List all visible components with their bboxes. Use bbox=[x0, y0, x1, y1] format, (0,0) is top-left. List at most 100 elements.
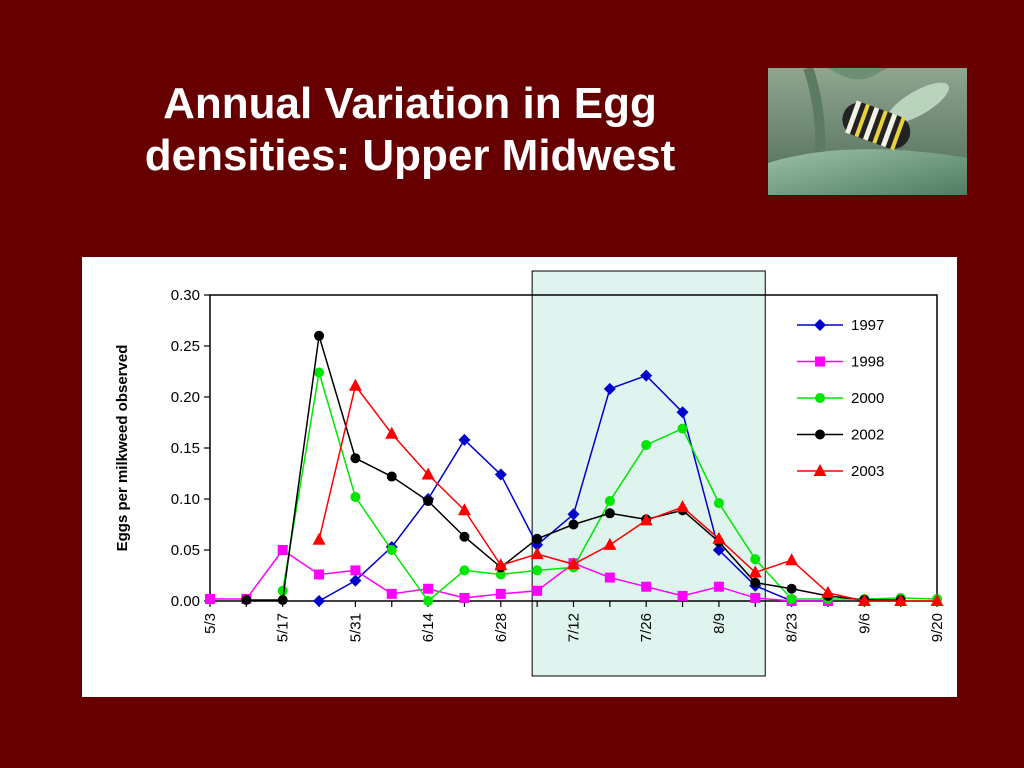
legend-item-2000: 2000 bbox=[797, 390, 884, 407]
x-tick-label: 8/23 bbox=[784, 613, 801, 642]
data-point-1997 bbox=[712, 544, 725, 556]
x-tick-label: 8/9 bbox=[711, 613, 728, 634]
data-point-2003 bbox=[312, 532, 326, 545]
caterpillar-image-icon bbox=[768, 68, 967, 195]
series-line-2003 bbox=[318, 384, 937, 602]
legend-label: 2002 bbox=[851, 427, 884, 444]
data-point-1997 bbox=[676, 406, 689, 419]
data-point-2003 bbox=[676, 500, 690, 513]
data-point-2003 bbox=[457, 503, 471, 516]
data-point-1997 bbox=[313, 595, 326, 607]
legend-marker bbox=[813, 464, 827, 476]
x-tick-label: 5/3 bbox=[202, 613, 219, 634]
series-line-1998 bbox=[210, 548, 828, 602]
legend-label: 1997 bbox=[851, 317, 884, 334]
legend-marker bbox=[815, 356, 825, 367]
data-point-1997 bbox=[458, 433, 471, 446]
data-point-1998 bbox=[423, 583, 434, 594]
x-tick-label: 6/14 bbox=[420, 613, 437, 642]
legend-marker bbox=[815, 393, 825, 403]
data-point-2003 bbox=[748, 565, 762, 578]
data-point-2000 bbox=[423, 596, 434, 606]
plot-frame bbox=[209, 294, 938, 602]
data-point-1998 bbox=[677, 590, 688, 601]
data-point-2003 bbox=[930, 594, 944, 606]
data-point-1998 bbox=[350, 565, 361, 576]
legend-item-2002: 2002 bbox=[797, 427, 884, 444]
x-tick-label: 5/17 bbox=[275, 613, 292, 642]
slide-title: Annual Variation in Egg densities: Upper… bbox=[60, 78, 760, 182]
data-point-2002 bbox=[459, 531, 470, 542]
y-axis-title: Eggs per milkweed observed bbox=[114, 345, 131, 552]
data-point-2003 bbox=[530, 547, 544, 560]
data-point-2002 bbox=[241, 594, 252, 605]
data-point-2002 bbox=[532, 533, 543, 544]
data-point-1998 bbox=[641, 581, 652, 592]
series-2003 bbox=[312, 378, 944, 606]
legend-marker bbox=[814, 319, 826, 331]
legend-marker bbox=[815, 429, 825, 440]
data-point-2002 bbox=[423, 496, 434, 507]
data-point-1997 bbox=[494, 468, 507, 481]
title-line-1: Annual Variation in Egg bbox=[163, 79, 657, 128]
legend-label: 2003 bbox=[851, 463, 884, 480]
y-tick-label: 0.05 bbox=[171, 542, 200, 559]
data-point-2003 bbox=[639, 513, 653, 526]
data-point-2002 bbox=[786, 583, 797, 594]
data-point-2002 bbox=[568, 519, 579, 530]
legend-item-2003: 2003 bbox=[797, 463, 884, 480]
data-point-2000 bbox=[495, 569, 506, 580]
data-point-2000 bbox=[459, 565, 470, 576]
x-tick-label: 9/6 bbox=[856, 613, 873, 634]
x-axis: 5/3 5/17 5/31 6/14 6/28 7/12 7/26 8/9 8/23 9/6 9/2… bbox=[202, 601, 946, 642]
data-point-1997 bbox=[567, 508, 580, 521]
data-point-1997 bbox=[640, 369, 653, 382]
data-point-2000 bbox=[604, 496, 615, 507]
x-tick-label: 7/26 bbox=[638, 613, 655, 642]
data-point-2002 bbox=[350, 453, 361, 464]
y-tick-label: 0.00 bbox=[171, 593, 200, 610]
data-point-2002 bbox=[314, 330, 325, 341]
data-point-2002 bbox=[277, 594, 288, 605]
egg-density-line-chart: 0.00 0.05 0.10 0.15 0.20 0.25 0.30 5/3 5/17 5/31… bbox=[114, 270, 946, 677]
monarch-caterpillar-photo bbox=[768, 68, 967, 195]
data-point-2003 bbox=[712, 531, 726, 544]
y-tick-label: 0.15 bbox=[171, 440, 200, 457]
data-point-2000 bbox=[677, 423, 688, 434]
data-point-2000 bbox=[314, 367, 325, 378]
x-tick-label: 7/12 bbox=[566, 613, 583, 642]
y-tick-label: 0.30 bbox=[171, 287, 200, 304]
data-point-2000 bbox=[277, 585, 288, 596]
x-tick-label: 9/20 bbox=[929, 613, 946, 642]
legend-label: 1998 bbox=[851, 354, 884, 371]
data-point-2003 bbox=[821, 585, 835, 598]
data-point-2000 bbox=[786, 593, 797, 604]
data-point-1997 bbox=[349, 574, 362, 587]
data-point-2000 bbox=[750, 554, 761, 565]
y-tick-label: 0.10 bbox=[171, 491, 200, 508]
data-point-1998 bbox=[495, 588, 506, 599]
chart-panel: 0.00 0.05 0.10 0.15 0.20 0.25 0.30 5/3 5/17 5/31… bbox=[82, 257, 957, 697]
data-point-2000 bbox=[350, 491, 361, 502]
data-point-1998 bbox=[277, 545, 288, 555]
data-point-1998 bbox=[750, 592, 761, 603]
data-point-2003 bbox=[421, 467, 435, 480]
data-point-1998 bbox=[205, 593, 215, 604]
data-point-1998 bbox=[532, 585, 543, 596]
data-point-2003 bbox=[857, 594, 871, 606]
highlight-band bbox=[531, 270, 766, 677]
data-point-1998 bbox=[459, 592, 470, 603]
data-point-2003 bbox=[494, 558, 508, 571]
x-tick-label: 5/31 bbox=[347, 613, 364, 642]
title-line-2: densities: Upper Midwest bbox=[144, 131, 676, 180]
legend: 1997 1998 2000 2002 2003 bbox=[797, 317, 884, 480]
y-tick-label: 0.20 bbox=[171, 389, 200, 406]
data-point-2003 bbox=[894, 594, 908, 606]
data-point-2002 bbox=[604, 508, 615, 519]
legend-label: 2000 bbox=[851, 390, 884, 407]
data-point-2000 bbox=[641, 439, 652, 450]
y-tick-label: 0.25 bbox=[171, 338, 200, 355]
data-point-2003 bbox=[348, 378, 362, 391]
series-layer bbox=[205, 330, 944, 607]
data-point-2000 bbox=[713, 498, 724, 509]
